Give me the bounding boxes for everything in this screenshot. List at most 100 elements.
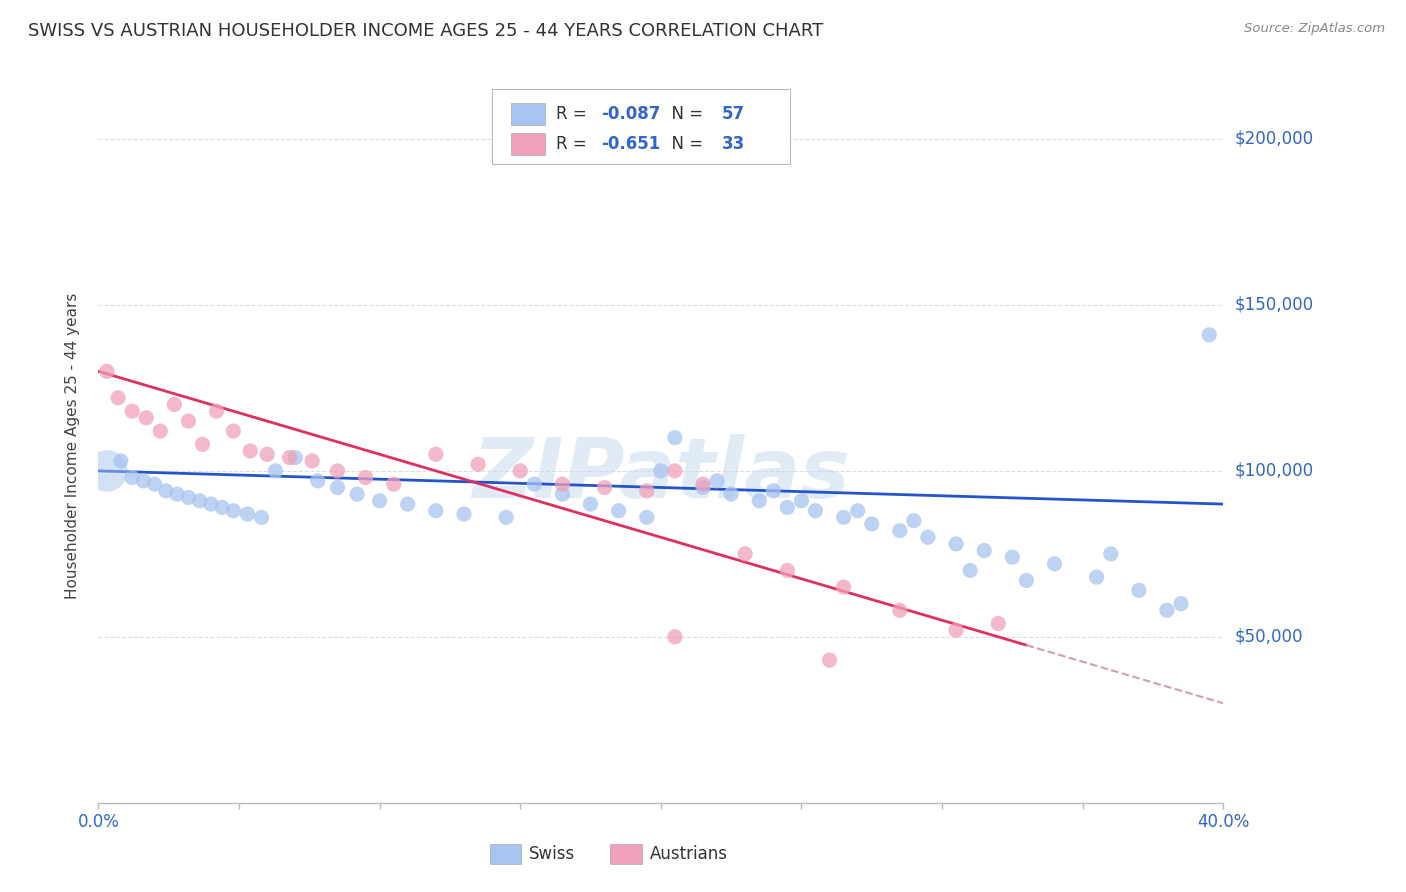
Point	[959, 564, 981, 578]
Point	[523, 477, 546, 491]
Point	[191, 437, 214, 451]
Point	[163, 397, 186, 411]
Point	[692, 477, 714, 491]
Point	[264, 464, 287, 478]
Point	[818, 653, 841, 667]
Point	[551, 487, 574, 501]
Point	[636, 510, 658, 524]
Point	[593, 481, 616, 495]
Text: -0.087: -0.087	[602, 105, 661, 123]
Text: Source: ZipAtlas.com: Source: ZipAtlas.com	[1244, 22, 1385, 36]
Text: 57: 57	[721, 105, 745, 123]
Point	[382, 477, 405, 491]
Point	[121, 470, 143, 484]
Point	[239, 444, 262, 458]
Point	[734, 547, 756, 561]
Point	[453, 507, 475, 521]
Text: Austrians: Austrians	[650, 846, 727, 863]
Text: SWISS VS AUSTRIAN HOUSEHOLDER INCOME AGES 25 - 44 YEARS CORRELATION CHART: SWISS VS AUSTRIAN HOUSEHOLDER INCOME AGE…	[28, 22, 824, 40]
Point	[1015, 574, 1038, 588]
Point	[903, 514, 925, 528]
Point	[211, 500, 233, 515]
Point	[748, 493, 770, 508]
Point	[776, 564, 799, 578]
Bar	[489, 844, 522, 864]
Point	[495, 510, 517, 524]
Point	[467, 457, 489, 471]
Text: $200,000: $200,000	[1234, 130, 1313, 148]
Point	[354, 470, 377, 484]
Point	[96, 464, 118, 478]
Point	[110, 454, 132, 468]
Point	[762, 483, 785, 498]
Point	[889, 524, 911, 538]
Text: R =: R =	[557, 136, 592, 153]
Point	[346, 487, 368, 501]
Text: Swiss: Swiss	[529, 846, 575, 863]
Point	[1001, 550, 1024, 565]
Point	[177, 414, 200, 428]
Point	[1128, 583, 1150, 598]
Point	[326, 464, 349, 478]
Point	[790, 493, 813, 508]
Point	[664, 630, 686, 644]
Point	[326, 481, 349, 495]
Point	[96, 364, 118, 378]
Point	[706, 474, 728, 488]
Point	[607, 504, 630, 518]
Point	[987, 616, 1010, 631]
Text: N =: N =	[661, 105, 709, 123]
Point	[1156, 603, 1178, 617]
Point	[917, 530, 939, 544]
Point	[250, 510, 273, 524]
Point	[425, 504, 447, 518]
Y-axis label: Householder Income Ages 25 - 44 years: Householder Income Ages 25 - 44 years	[65, 293, 80, 599]
Point	[143, 477, 166, 491]
Point	[551, 477, 574, 491]
Point	[1099, 547, 1122, 561]
Point	[1170, 597, 1192, 611]
Point	[200, 497, 222, 511]
Point	[664, 464, 686, 478]
Point	[132, 474, 155, 488]
Point	[945, 537, 967, 551]
Point	[860, 516, 883, 531]
Point	[205, 404, 228, 418]
Point	[1198, 327, 1220, 342]
Point	[284, 450, 307, 465]
Text: $50,000: $50,000	[1234, 628, 1303, 646]
Point	[889, 603, 911, 617]
Text: $100,000: $100,000	[1234, 462, 1313, 480]
Point	[368, 493, 391, 508]
Point	[650, 464, 672, 478]
Point	[107, 391, 129, 405]
Point	[222, 504, 245, 518]
Point	[692, 481, 714, 495]
Text: ZIPatlas: ZIPatlas	[472, 434, 849, 515]
Text: 33: 33	[721, 136, 745, 153]
Point	[278, 450, 301, 465]
Text: $150,000: $150,000	[1234, 296, 1313, 314]
Point	[1085, 570, 1108, 584]
Bar	[610, 844, 641, 864]
Point	[425, 447, 447, 461]
Point	[121, 404, 143, 418]
Bar	[512, 103, 546, 125]
Point	[945, 624, 967, 638]
Point	[832, 580, 855, 594]
Point	[636, 483, 658, 498]
Point	[256, 447, 278, 461]
Point	[188, 493, 211, 508]
Text: R =: R =	[557, 105, 592, 123]
Point	[1043, 557, 1066, 571]
Point	[149, 424, 172, 438]
Point	[832, 510, 855, 524]
FancyBboxPatch shape	[492, 89, 790, 164]
Point	[166, 487, 188, 501]
Point	[973, 543, 995, 558]
Point	[155, 483, 177, 498]
Point	[396, 497, 419, 511]
Text: -0.651: -0.651	[602, 136, 661, 153]
Point	[776, 500, 799, 515]
Point	[177, 491, 200, 505]
